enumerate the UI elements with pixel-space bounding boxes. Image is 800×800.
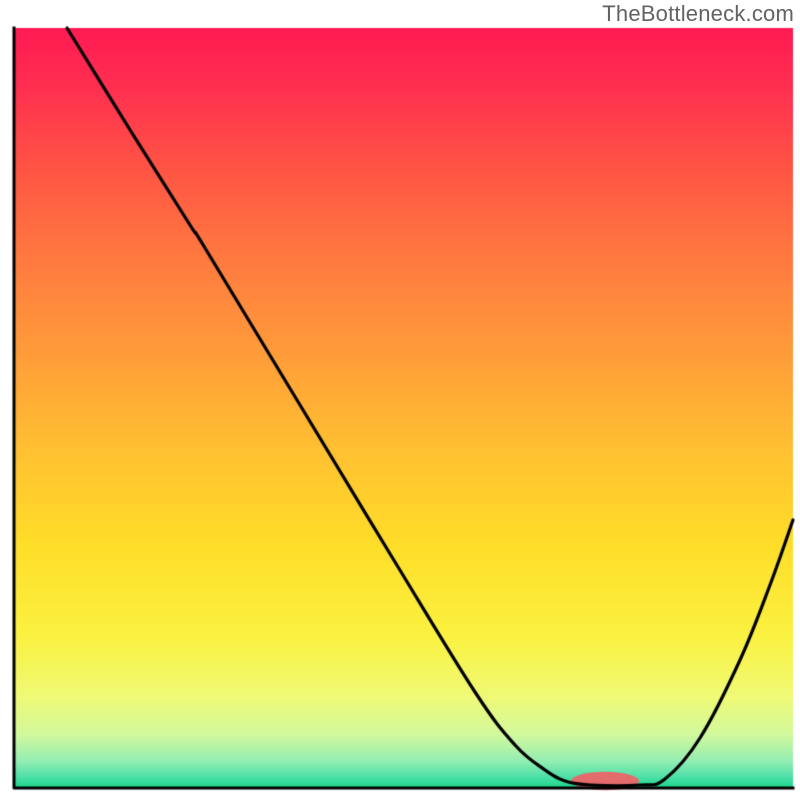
bottleneck-curve-chart xyxy=(0,0,800,800)
chart-container: TheBottleneck.com xyxy=(0,0,800,800)
